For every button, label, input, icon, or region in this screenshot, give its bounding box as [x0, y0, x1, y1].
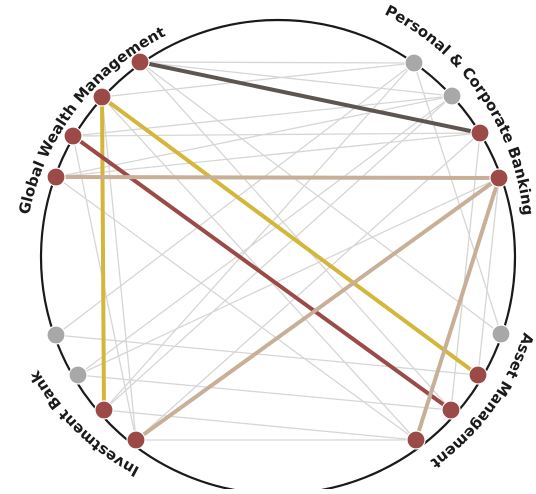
- faint-link-p4-i2: [77, 177, 500, 376]
- strong-link-g1-p3: [138, 60, 482, 135]
- strong-link-p4-m4: [414, 176, 501, 442]
- faint-link-g3-p3: [72, 132, 481, 137]
- node-m3: [441, 400, 461, 420]
- node-g2: [92, 87, 112, 107]
- node-g1: [130, 52, 150, 72]
- strong-link-g3-m3: [71, 134, 453, 412]
- faint-link-g1-m1: [139, 61, 502, 335]
- node-m4: [406, 430, 426, 450]
- strong-link-p4-i4: [134, 176, 501, 442]
- faint-link-p1-m1: [413, 62, 502, 335]
- label-personal-corporate-banking: Personal & Corporate Banking: [382, 1, 536, 216]
- faint-link-g4-m4: [55, 176, 417, 441]
- node-p4: [489, 168, 509, 188]
- node-group: [46, 52, 511, 450]
- faint-link-group: [55, 61, 502, 441]
- faint-link-p3-i4: [135, 132, 481, 441]
- faint-link-i1-m2: [55, 334, 479, 376]
- node-p2: [442, 86, 462, 106]
- faint-link-i2-m3: [77, 374, 452, 411]
- strong-link-g4-p4: [54, 175, 501, 180]
- strong-link-group: [54, 60, 501, 442]
- faint-link-g1-m3: [139, 61, 452, 411]
- faint-link-g1-p2: [139, 61, 453, 97]
- faint-link-p2-i2: [77, 95, 453, 376]
- faint-link-i3-m4: [103, 409, 417, 441]
- node-i2: [68, 365, 88, 385]
- outer-ring: [39, 18, 517, 494]
- strong-link-g2-i3: [100, 95, 106, 412]
- node-g3: [63, 126, 83, 146]
- node-p1: [404, 53, 424, 73]
- faint-link-g4-p2: [55, 95, 453, 178]
- node-i4: [126, 430, 146, 450]
- node-i3: [94, 400, 114, 420]
- node-m2: [468, 365, 488, 385]
- strong-link-g2-m2: [100, 95, 480, 377]
- faint-link-p4-m2: [477, 177, 500, 376]
- node-i1: [46, 325, 66, 345]
- faint-link-p2-i3: [103, 95, 453, 411]
- node-p3: [470, 123, 490, 143]
- faint-link-g2-i4: [101, 96, 137, 441]
- node-g4: [46, 167, 66, 187]
- faint-link-g4-p3: [55, 132, 481, 178]
- faint-link-g2-p1: [101, 62, 415, 98]
- faint-link-g3-p2: [72, 95, 453, 137]
- node-m1: [491, 324, 511, 344]
- faint-link-i3-p1: [103, 62, 415, 411]
- faint-link-g1-p1: [139, 61, 415, 64]
